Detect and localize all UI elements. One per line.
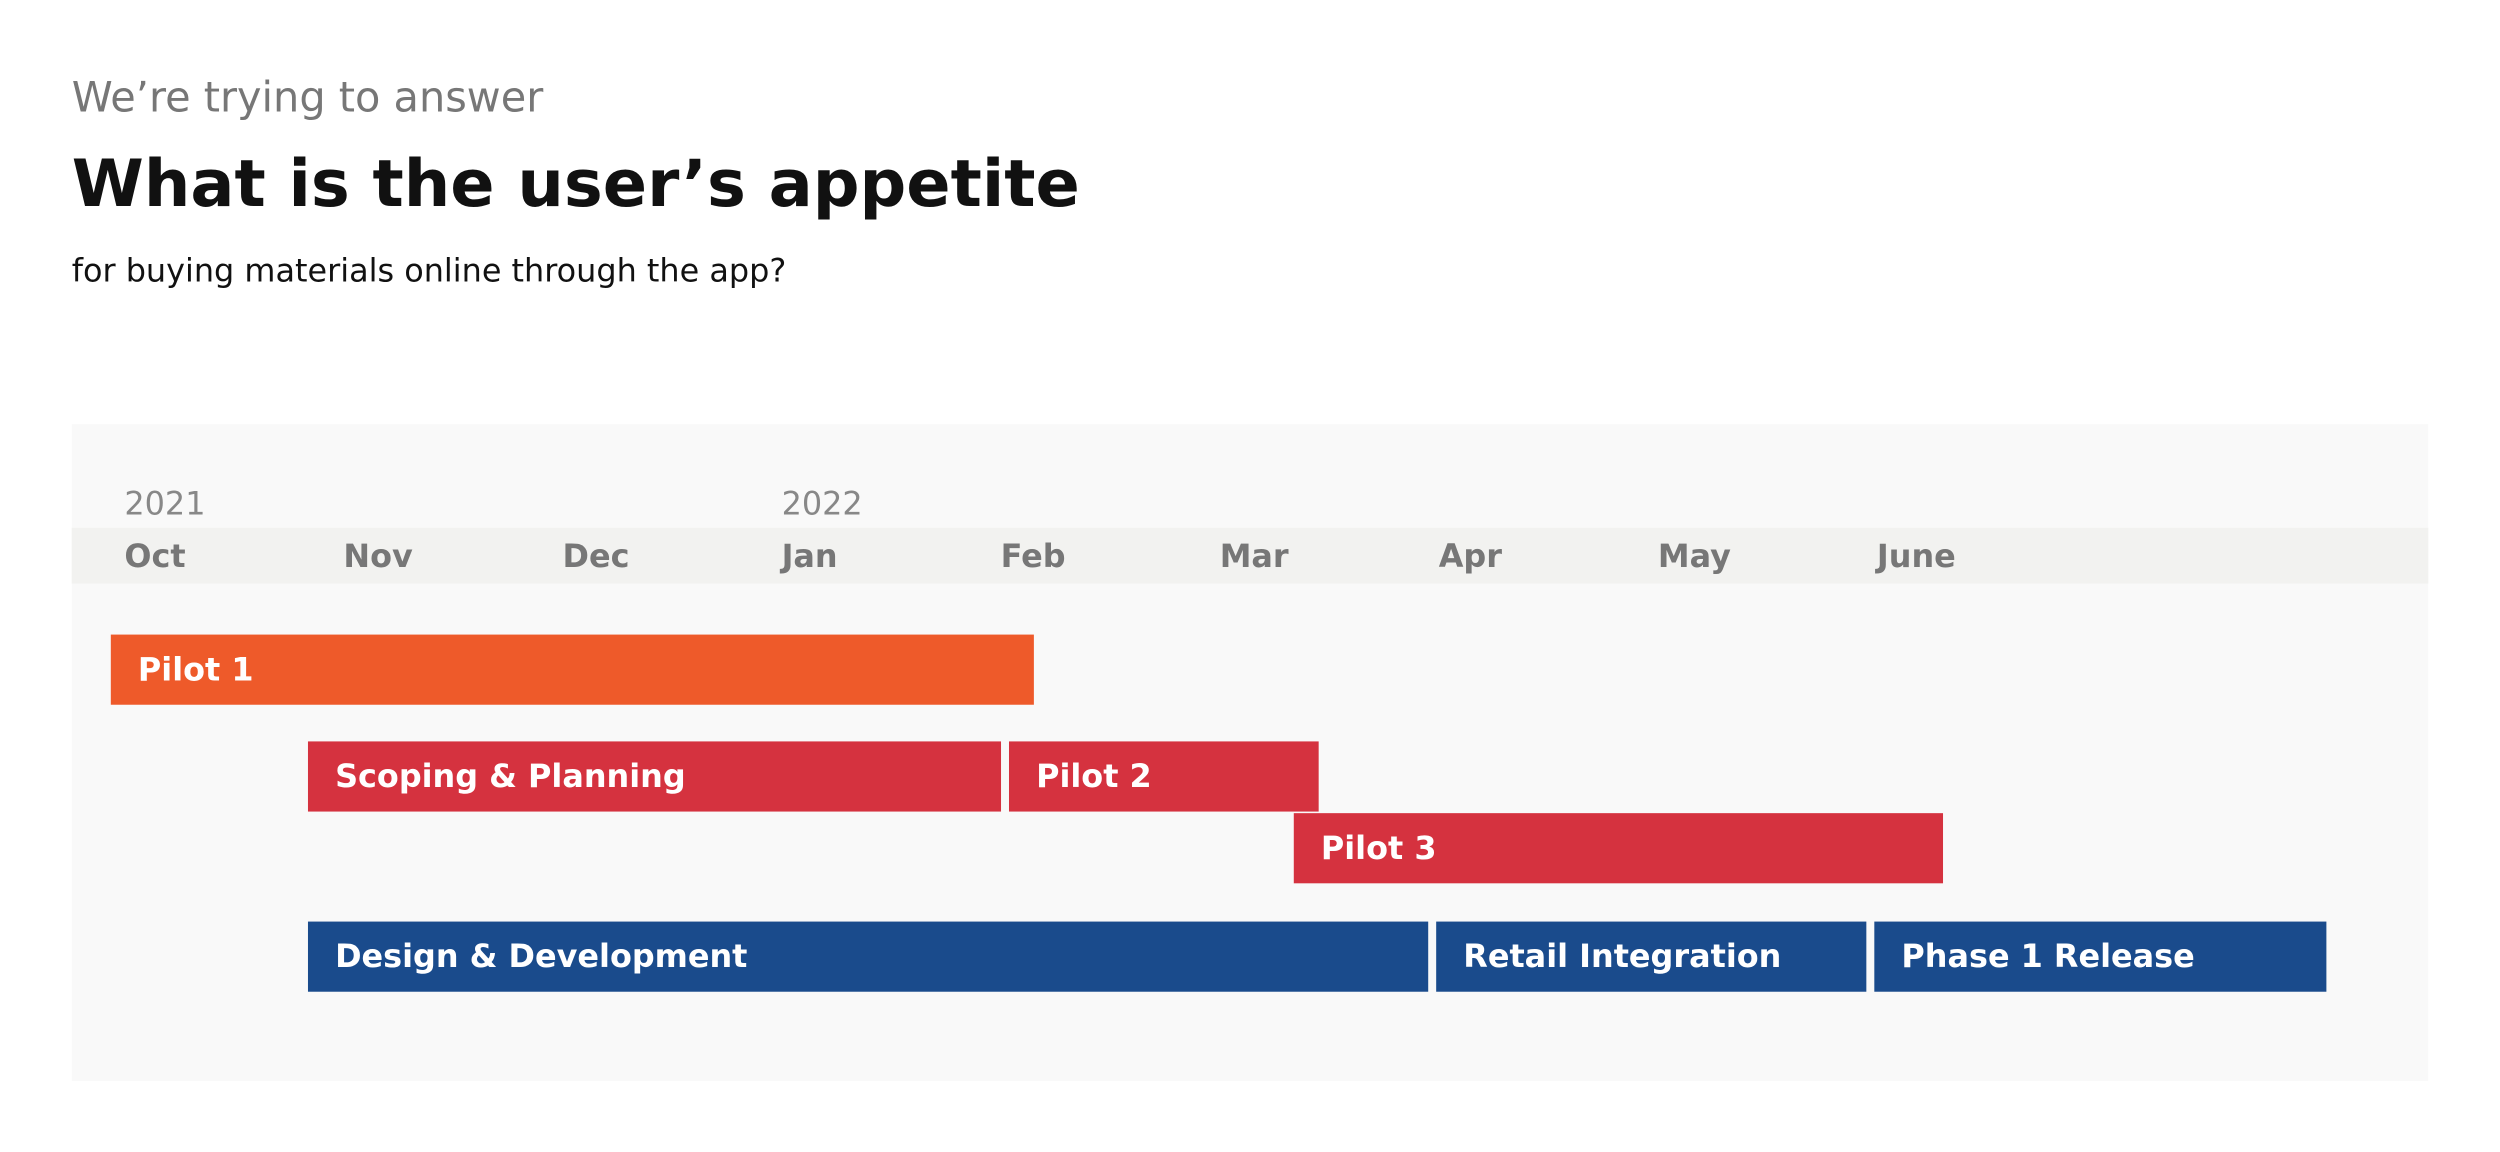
- task-label: Scoping & Planning: [335, 757, 686, 795]
- task-bar: [1436, 921, 1867, 992]
- task-bar: [110, 634, 1034, 705]
- month-header: [71, 527, 2429, 584]
- month-label: Jan: [780, 537, 838, 575]
- month-label: Mar: [1220, 537, 1289, 575]
- year-label: 2021: [124, 484, 205, 522]
- chart-title: What is the user’s appetite: [72, 146, 1080, 222]
- task-label: Pilot 3: [1321, 829, 1437, 867]
- kicker: We’re trying to answer: [72, 73, 544, 121]
- month-label: June: [1875, 537, 1956, 575]
- task-bar: [1293, 813, 1944, 884]
- month-label: Apr: [1439, 537, 1502, 575]
- task-bar: [307, 921, 1429, 992]
- task-bar: [1008, 741, 1319, 812]
- task-label: Design & Development: [335, 937, 747, 975]
- month-label: Oct: [124, 537, 185, 575]
- task-label: Pilot 2: [1036, 757, 1152, 795]
- month-label: Feb: [1001, 537, 1066, 575]
- chart-subtitle: for buying materials online through the …: [72, 252, 787, 290]
- month-label: Nov: [343, 537, 413, 575]
- task-bar: [307, 741, 1002, 812]
- year-label: 2022: [782, 484, 863, 522]
- month-label: May: [1658, 537, 1731, 575]
- task-label: Pilot 1: [138, 650, 254, 688]
- task-label: Phase 1 Release: [1901, 937, 2194, 975]
- task-bar: [1874, 921, 2327, 992]
- task-label: Retail Integration: [1463, 937, 1781, 975]
- month-label: Dec: [563, 537, 630, 575]
